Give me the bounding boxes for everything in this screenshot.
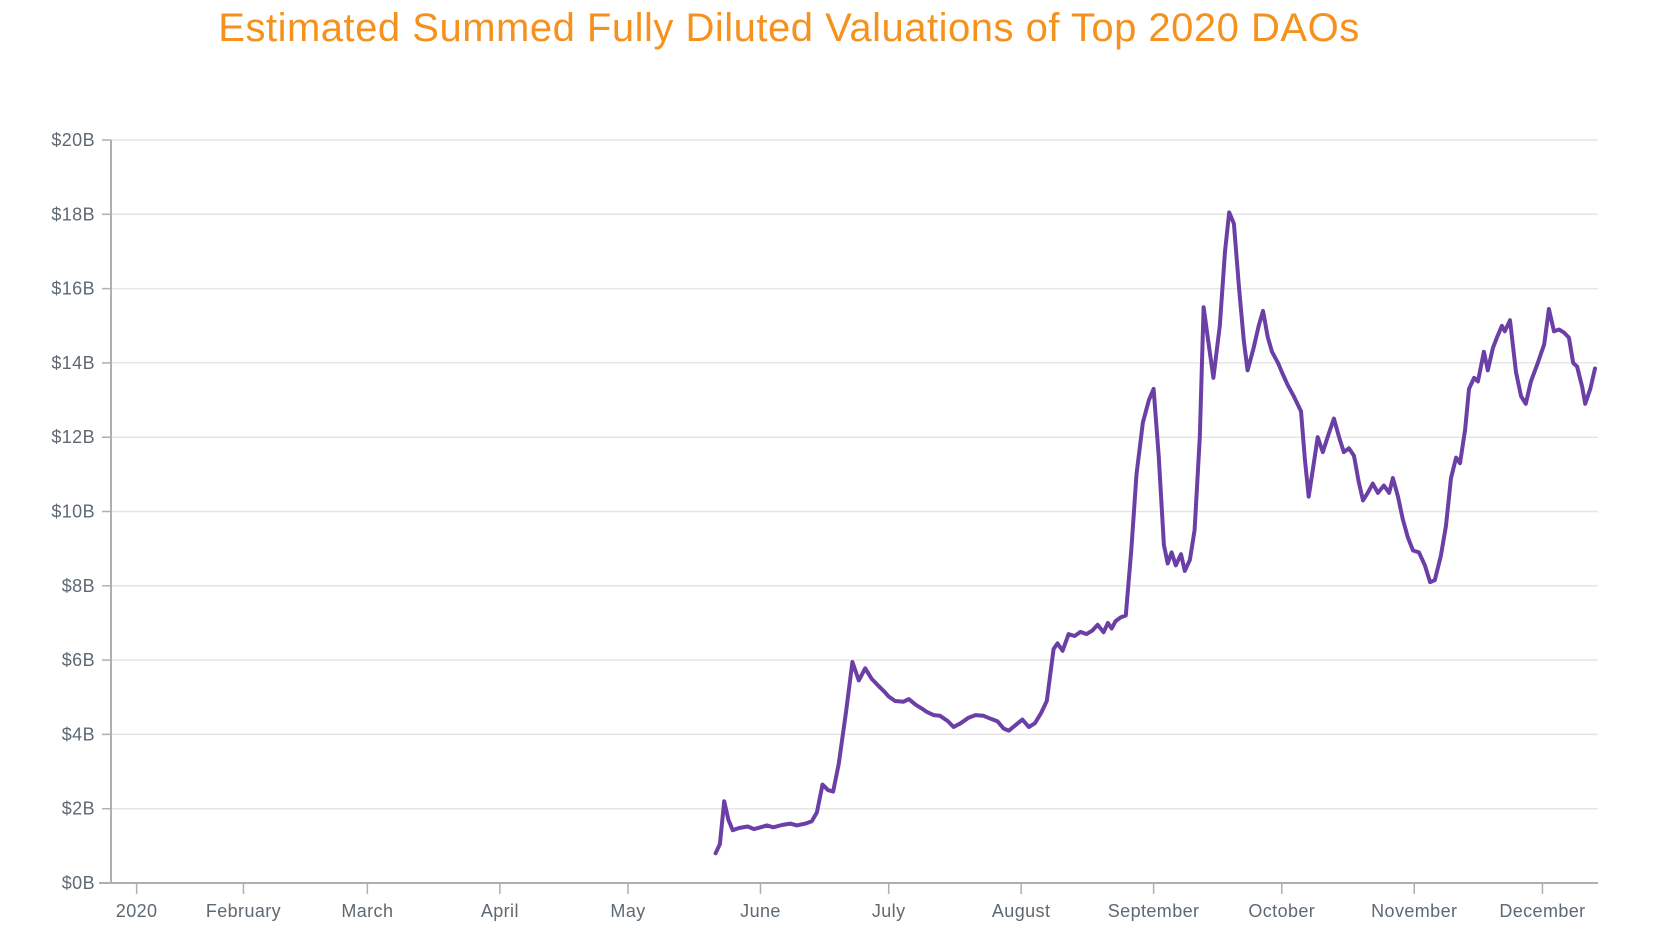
x-tick-label: August [992,901,1050,921]
y-tick-label: $14B [51,353,95,373]
x-tick-label: May [610,901,645,921]
chart-title: Estimated Summed Fully Diluted Valuation… [218,6,1360,50]
x-tick-label: September [1108,901,1200,921]
y-tick-label: $6B [62,650,95,670]
y-tick-label: $12B [51,427,95,447]
x-tick-label: April [481,901,519,921]
x-tick-label: October [1248,901,1315,921]
x-tick-label: June [740,901,781,921]
x-tick-label: November [1371,901,1457,921]
x-tick-label: February [206,901,281,921]
chart-header: Estimated Summed Fully Diluted Valuation… [0,6,1578,51]
x-tick-label: December [1499,901,1585,921]
y-tick-label: $2B [62,799,95,819]
x-tick-label: 2020 [116,901,158,921]
x-tick-label: March [341,901,393,921]
x-tick-label: July [872,901,906,921]
y-tick-label: $4B [62,724,95,744]
y-tick-label: $10B [51,502,95,522]
y-tick-label: $0B [62,873,95,893]
y-tick-label: $8B [62,576,95,596]
y-tick-label: $20B [51,130,95,150]
valuation-line [713,210,1597,856]
y-tick-label: $16B [51,279,95,299]
y-tick-label: $18B [51,204,95,224]
